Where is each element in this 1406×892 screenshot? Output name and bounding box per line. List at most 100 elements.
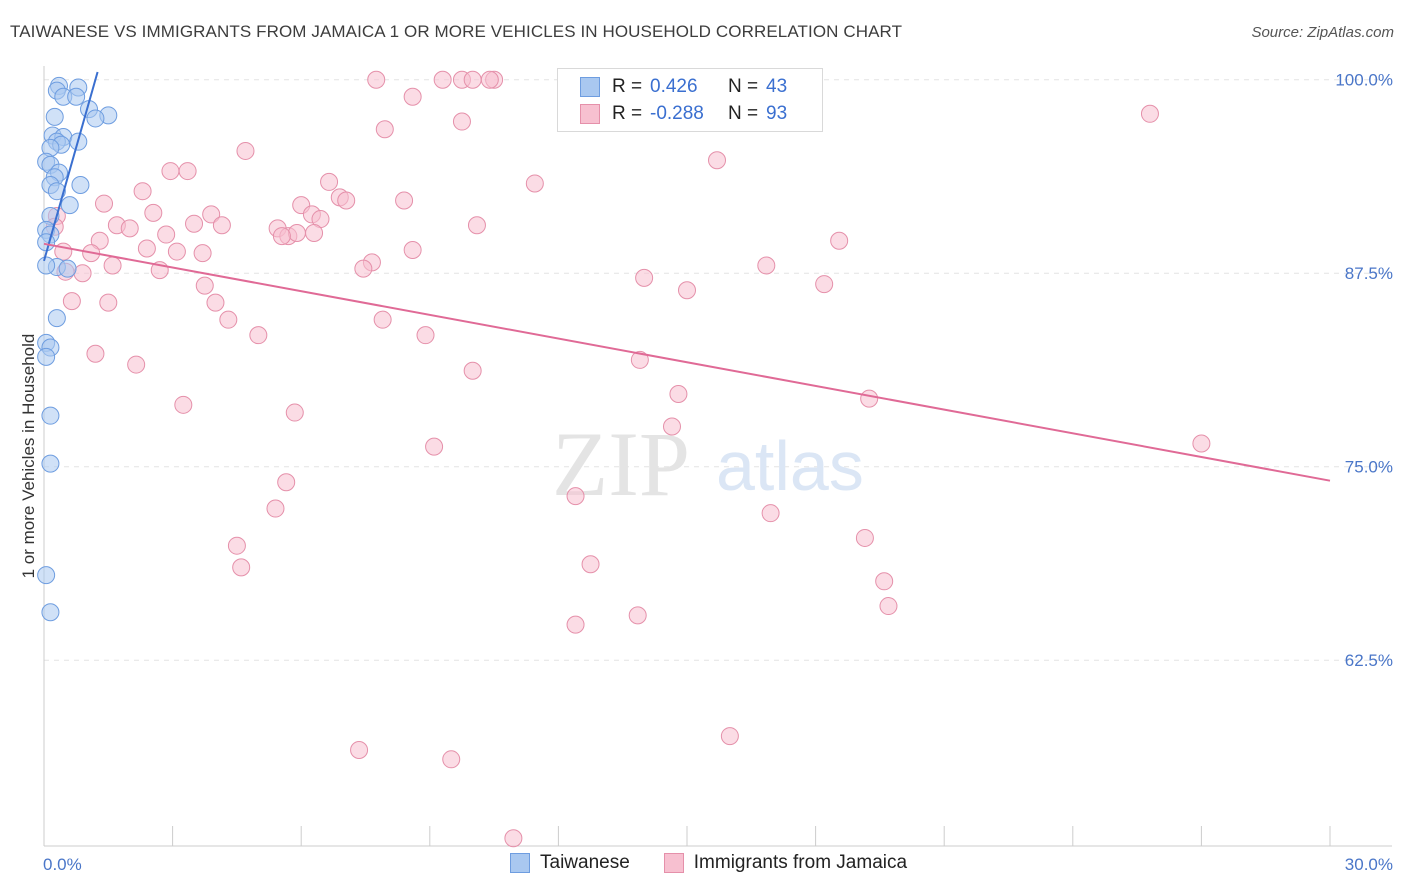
taiwanese-swatch — [580, 77, 600, 97]
trend-line — [43, 71, 99, 262]
n-value: 93 — [766, 103, 788, 124]
data-point — [367, 70, 386, 89]
data-point — [504, 829, 523, 848]
data-point — [86, 344, 105, 363]
data-point — [337, 191, 356, 210]
data-point — [236, 141, 255, 160]
data-point — [41, 406, 60, 425]
data-point — [47, 182, 66, 201]
data-point — [47, 309, 66, 328]
y-tick-label: 62.5% — [1345, 651, 1393, 670]
data-point — [879, 597, 898, 616]
watermark-atlas: atlas — [716, 427, 864, 505]
data-point — [193, 244, 212, 263]
data-point — [161, 162, 180, 181]
data-point — [375, 120, 394, 139]
y-tick-label: 87.5% — [1345, 264, 1393, 283]
data-point — [305, 223, 324, 242]
source-label: Source: ZipAtlas.com — [1251, 24, 1394, 41]
data-point — [855, 528, 874, 547]
r-key: R = — [612, 76, 643, 97]
data-point — [720, 727, 739, 746]
data-point — [277, 473, 296, 492]
data-point — [463, 70, 482, 89]
axes — [43, 66, 1392, 847]
data-point — [133, 182, 152, 201]
n-value: 43 — [766, 76, 788, 97]
r-value: 0.426 — [650, 76, 698, 97]
data-point — [202, 205, 221, 224]
data-point — [452, 112, 471, 131]
data-point — [67, 87, 86, 106]
data-point — [761, 504, 780, 523]
chart-title: TAIWANESE VS IMMIGRANTS FROM JAMAICA 1 O… — [10, 22, 903, 41]
data-point — [403, 241, 422, 260]
data-point — [662, 417, 681, 436]
data-point — [37, 233, 56, 252]
taiwanese-swatch — [510, 853, 530, 873]
data-point — [320, 172, 339, 191]
data-point — [433, 70, 452, 89]
legend-item-jamaica: Immigrants from Jamaica — [663, 852, 908, 874]
data-point — [60, 196, 79, 215]
data-point — [525, 174, 544, 193]
data-point — [266, 499, 285, 518]
y-tick-label: 75.0% — [1345, 458, 1393, 477]
data-point — [678, 281, 696, 300]
jamaica-swatch — [663, 853, 684, 873]
data-point — [403, 87, 422, 106]
data-point — [1140, 104, 1159, 123]
data-point — [830, 231, 849, 250]
data-point — [137, 239, 156, 258]
data-point — [467, 216, 486, 235]
data-point — [90, 231, 109, 250]
series-jamaica-points — [45, 70, 1211, 848]
stats-row-jamaica: R = -0.288 N = 93 — [580, 102, 787, 126]
data-point — [425, 437, 444, 456]
legend-item-taiwanese: Taiwanese — [510, 852, 630, 874]
data-point — [37, 256, 56, 275]
data-point — [272, 227, 291, 246]
data-point — [41, 454, 60, 473]
data-point — [875, 572, 894, 591]
data-point — [815, 275, 834, 294]
data-point — [71, 176, 90, 195]
n-key: N = — [728, 103, 759, 124]
data-point — [120, 219, 139, 238]
data-point — [628, 606, 647, 625]
n-key: N = — [728, 76, 759, 97]
data-point — [103, 256, 122, 275]
data-point — [566, 487, 585, 506]
data-point — [373, 310, 392, 329]
data-point — [157, 225, 176, 244]
r-key: R = — [612, 103, 643, 124]
data-point — [127, 355, 146, 374]
stats-legend: R = 0.426 N = 43 R = -0.288 N = 93 — [557, 68, 823, 132]
data-point — [249, 326, 268, 345]
data-point — [41, 603, 60, 622]
data-point — [442, 750, 461, 769]
data-point — [395, 191, 414, 210]
data-point — [206, 293, 225, 312]
data-point — [227, 536, 246, 555]
legend-label: Immigrants from Jamaica — [693, 852, 908, 873]
data-point — [37, 566, 56, 585]
data-point — [73, 264, 92, 283]
stats-row-taiwanese: R = 0.426 N = 43 — [580, 75, 787, 99]
data-point — [416, 326, 435, 345]
data-point — [285, 403, 304, 422]
y-axis-title: 1 or more Vehicles in Household — [19, 334, 38, 579]
data-point — [99, 293, 118, 312]
data-point — [195, 276, 214, 295]
data-point — [37, 347, 56, 366]
data-point — [212, 216, 231, 235]
data-point — [860, 389, 879, 408]
data-point — [708, 151, 727, 170]
series-legend: Taiwanese Immigrants from Jamaica — [510, 852, 941, 874]
data-point — [167, 242, 186, 261]
data-point — [630, 350, 649, 369]
data-point — [350, 741, 369, 760]
data-point — [58, 259, 77, 278]
data-point — [287, 223, 306, 242]
